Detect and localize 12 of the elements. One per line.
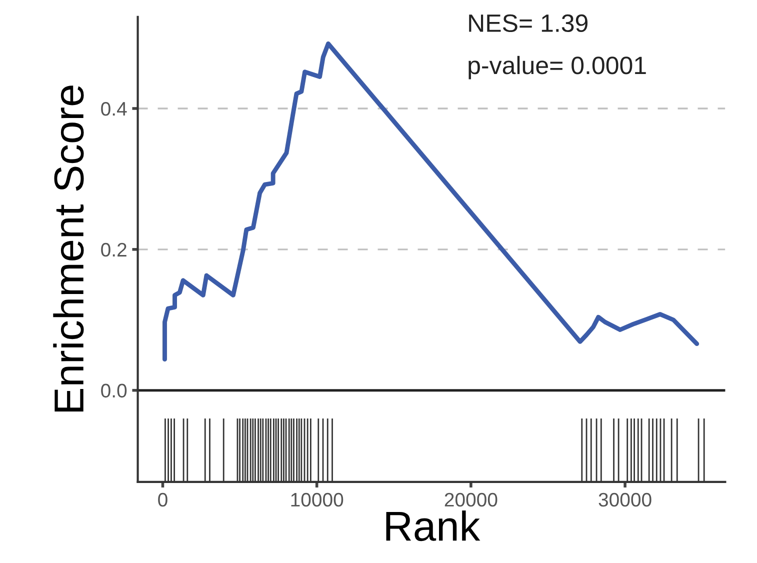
x-tick-label: 30000 [598,492,652,507]
x-tick-label: 10000 [291,492,344,507]
line-series [162,41,700,362]
y-tick-label: 0.0 [101,384,127,398]
annotation: NES= 1.39 [469,14,588,32]
y-tick-label: 0.2 [101,242,126,257]
x-tick-label: 0 [158,492,168,507]
x-tick-label: 20000 [444,492,498,507]
annotation: p-value= 0.0001 [468,56,646,80]
x-axis-title: Rank [386,510,480,542]
y-axis-title: Enrichment Score [53,86,84,412]
y-tick-label: 0.4 [101,102,127,116]
